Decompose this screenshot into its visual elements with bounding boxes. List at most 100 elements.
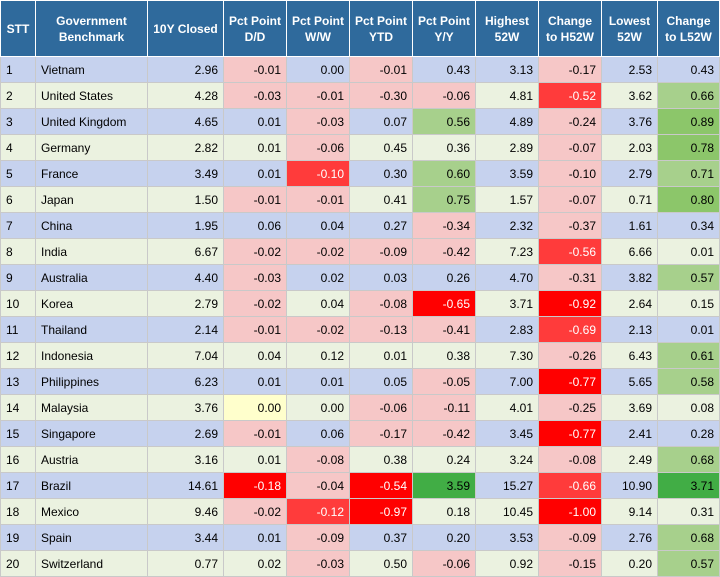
header-10y-closed: 10Y Closed (147, 0, 224, 57)
cell-lowest-52w: 9.14 (601, 498, 658, 525)
cell-stt: 18 (0, 498, 36, 525)
table-row: 11 Thailand 2.14 -0.01 -0.02 -0.13 -0.41 2.83 -0… (0, 316, 720, 343)
cell-lowest-52w: 2.41 (601, 420, 658, 447)
cell-pct-dd: 0.01 (223, 160, 287, 187)
cell-country: Indonesia (35, 342, 148, 369)
cell-country: India (35, 238, 148, 265)
cell-lowest-52w: 3.62 (601, 82, 658, 109)
cell-closed: 3.44 (147, 524, 224, 551)
cell-change-h52w: -0.31 (538, 264, 602, 291)
cell-country: Switzerland (35, 550, 148, 577)
cell-lowest-52w: 3.76 (601, 108, 658, 135)
cell-country: Thailand (35, 316, 148, 343)
cell-pct-yy: 0.60 (412, 160, 476, 187)
cell-highest-52w: 4.81 (475, 82, 539, 109)
cell-change-h52w: -0.08 (538, 446, 602, 473)
cell-stt: 10 (0, 290, 36, 317)
cell-highest-52w: 4.70 (475, 264, 539, 291)
cell-pct-yy: -0.05 (412, 368, 476, 395)
cell-change-h52w: -0.92 (538, 290, 602, 317)
cell-closed: 2.82 (147, 134, 224, 161)
cell-pct-ww: 0.12 (286, 342, 350, 369)
cell-pct-dd: -0.02 (223, 290, 287, 317)
cell-pct-ytd: 0.05 (349, 368, 413, 395)
table-row: 6 Japan 1.50 -0.01 -0.01 0.41 0.75 1.57 -0.07 0.7… (0, 186, 720, 213)
cell-pct-yy: -0.11 (412, 394, 476, 421)
cell-pct-yy: 3.59 (412, 472, 476, 499)
cell-pct-dd: -0.02 (223, 498, 287, 525)
cell-pct-ww: 0.04 (286, 290, 350, 317)
cell-lowest-52w: 3.82 (601, 264, 658, 291)
cell-pct-ww: -0.12 (286, 498, 350, 525)
cell-stt: 9 (0, 264, 36, 291)
cell-pct-ytd: -0.08 (349, 290, 413, 317)
cell-highest-52w: 3.13 (475, 56, 539, 83)
cell-highest-52w: 15.27 (475, 472, 539, 499)
cell-country: United States (35, 82, 148, 109)
cell-change-l52w: 0.08 (657, 394, 720, 421)
cell-pct-yy: 0.20 (412, 524, 476, 551)
table-row: 1 Vietnam 2.96 -0.01 0.00 -0.01 0.43 3.13 -0.17 2… (0, 56, 720, 83)
cell-closed: 0.77 (147, 550, 224, 577)
cell-stt: 12 (0, 342, 36, 369)
cell-highest-52w: 2.83 (475, 316, 539, 343)
table-row: 9 Australia 4.40 -0.03 0.02 0.03 0.26 4.70 -0.31… (0, 264, 720, 291)
table-row: 3 United Kingdom 4.65 0.01 -0.03 0.07 0.56 4.89… (0, 108, 720, 135)
cell-stt: 5 (0, 160, 36, 187)
cell-pct-dd: 0.02 (223, 550, 287, 577)
cell-stt: 2 (0, 82, 36, 109)
table-row: 7 China 1.95 0.06 0.04 0.27 -0.34 2.32 -0.37 1.61… (0, 212, 720, 239)
cell-closed: 14.61 (147, 472, 224, 499)
cell-change-h52w: -0.66 (538, 472, 602, 499)
header-highest-52w: Highest 52W (475, 0, 539, 57)
cell-pct-dd: 0.01 (223, 134, 287, 161)
cell-country: Austria (35, 446, 148, 473)
cell-lowest-52w: 2.64 (601, 290, 658, 317)
cell-highest-52w: 10.45 (475, 498, 539, 525)
cell-closed: 6.67 (147, 238, 224, 265)
cell-pct-dd: -0.18 (223, 472, 287, 499)
cell-change-l52w: 0.61 (657, 342, 720, 369)
cell-pct-dd: -0.01 (223, 420, 287, 447)
cell-closed: 7.04 (147, 342, 224, 369)
cell-pct-ww: -0.09 (286, 524, 350, 551)
cell-pct-ww: 0.01 (286, 368, 350, 395)
cell-change-h52w: -0.10 (538, 160, 602, 187)
header-change-h52w: Change to H52W (538, 0, 602, 57)
cell-country: Singapore (35, 420, 148, 447)
cell-stt: 7 (0, 212, 36, 239)
cell-pct-yy: -0.42 (412, 420, 476, 447)
cell-lowest-52w: 6.66 (601, 238, 658, 265)
table-row: 12 Indonesia 7.04 0.04 0.12 0.01 0.38 7.30 -0.26… (0, 342, 720, 369)
cell-pct-yy: -0.06 (412, 82, 476, 109)
cell-pct-dd: -0.01 (223, 186, 287, 213)
cell-closed: 1.95 (147, 212, 224, 239)
cell-change-l52w: 3.71 (657, 472, 720, 499)
cell-pct-dd: 0.01 (223, 446, 287, 473)
cell-pct-ytd: -0.06 (349, 394, 413, 421)
cell-country: Spain (35, 524, 148, 551)
table-row: 16 Austria 3.16 0.01 -0.08 0.38 0.24 3.24 -0.08 2… (0, 446, 720, 473)
cell-change-l52w: 0.15 (657, 290, 720, 317)
cell-country: Malaysia (35, 394, 148, 421)
header-pct-dd: Pct Point D/D (223, 0, 287, 57)
cell-stt: 13 (0, 368, 36, 395)
header-pct-ytd: Pct Point YTD (349, 0, 413, 57)
cell-change-l52w: 0.68 (657, 446, 720, 473)
cell-pct-yy: -0.06 (412, 550, 476, 577)
cell-pct-ww: 0.00 (286, 56, 350, 83)
header-pct-ww: Pct Point W/W (286, 0, 350, 57)
cell-pct-ytd: 0.27 (349, 212, 413, 239)
cell-country: Vietnam (35, 56, 148, 83)
cell-pct-ww: -0.03 (286, 108, 350, 135)
cell-change-h52w: -0.26 (538, 342, 602, 369)
header-stt: STT (0, 0, 36, 57)
cell-highest-52w: 7.00 (475, 368, 539, 395)
cell-change-l52w: 0.57 (657, 550, 720, 577)
cell-pct-ww: 0.06 (286, 420, 350, 447)
cell-pct-yy: -0.65 (412, 290, 476, 317)
header-benchmark: Government Benchmark (35, 0, 148, 57)
cell-pct-yy: 0.43 (412, 56, 476, 83)
header-row: STT Government Benchmark 10Y Closed Pct … (0, 0, 720, 57)
cell-pct-ytd: 0.37 (349, 524, 413, 551)
